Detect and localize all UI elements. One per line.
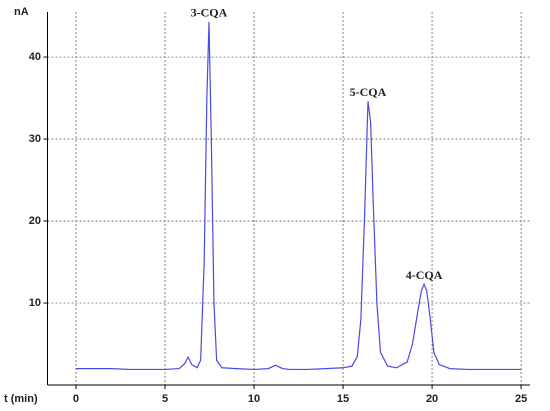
x-tick-label: 15 (337, 393, 349, 405)
y-tick-label: 20 (29, 215, 41, 227)
x-tick-label: 10 (248, 393, 260, 405)
peak-annotation: 3-CQA (191, 6, 228, 20)
x-tick-label: 20 (426, 393, 438, 405)
x-tick-label: 25 (515, 393, 527, 405)
data-line (75, 21, 522, 371)
x-tick-label: 0 (73, 393, 79, 405)
y-tick-label: 10 (29, 297, 41, 309)
y-tick-label: 30 (29, 133, 41, 145)
x-axis-label: t (min) (4, 393, 38, 405)
peak-annotation: 5-CQA (350, 85, 387, 99)
y-tick-label: 40 (29, 51, 41, 63)
peak-annotation: 4-CQA (406, 268, 443, 282)
y-axis-label: nA (14, 6, 29, 18)
x-tick-label: 5 (162, 393, 168, 405)
